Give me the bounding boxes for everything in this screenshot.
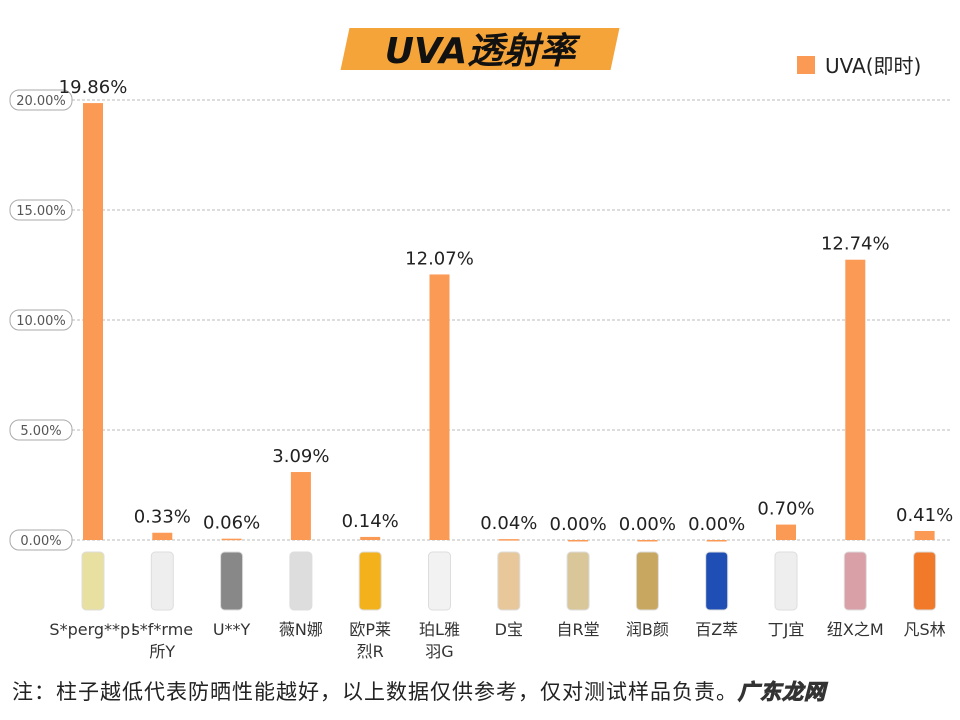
ytick-label: 20.00% — [16, 94, 66, 109]
bar — [914, 530, 935, 540]
legend-swatch — [797, 55, 815, 74]
data-label: 0.00% — [688, 514, 745, 535]
category-label: s*f*rme — [131, 620, 193, 639]
data-label: 19.86% — [59, 77, 128, 98]
bar — [152, 532, 173, 540]
category-label: 自R堂 — [557, 620, 600, 639]
bar — [498, 539, 519, 541]
data-label: 0.00% — [550, 514, 607, 535]
bar — [290, 472, 311, 540]
bar — [776, 524, 796, 540]
data-label: 12.74% — [821, 234, 890, 255]
bar — [360, 536, 381, 540]
chart-title: UVA透射率 — [384, 31, 576, 72]
product-image — [635, 551, 659, 611]
bar — [845, 259, 866, 540]
data-label: 3.09% — [272, 446, 329, 467]
bar — [221, 538, 242, 541]
product-image — [497, 551, 521, 611]
product-image — [566, 551, 590, 611]
ytick-box — [9, 199, 73, 221]
data-label: 0.04% — [480, 513, 537, 534]
legend-label: UVA(即时) — [825, 54, 922, 78]
ytick-label: 15.00% — [16, 204, 66, 219]
product-image — [358, 551, 382, 611]
ytick-label: 10.00% — [16, 314, 66, 329]
bar — [429, 274, 450, 540]
category-label: 薇N娜 — [279, 620, 323, 639]
bar — [568, 540, 589, 542]
category-label: 百Z萃 — [695, 620, 738, 639]
product-image — [913, 551, 937, 611]
data-label: 0.41% — [896, 505, 953, 526]
data-label: 0.06% — [203, 513, 260, 534]
ytick-box — [9, 529, 73, 551]
category-label: D宝 — [495, 620, 523, 639]
bar — [637, 540, 658, 542]
category-label: 凡S林 — [904, 620, 946, 639]
category-label: 珀L雅 — [419, 620, 460, 639]
watermark-logo: 广东龙网 — [738, 680, 826, 705]
footnote: 注：柱子越低代表防晒性能越好，以上数据仅供参考，仅对测试样品负责。广东龙网 — [12, 676, 826, 706]
category-label: S*perg**p! — [49, 620, 136, 639]
product-image — [705, 551, 729, 611]
category-label: U**Y — [213, 620, 251, 639]
category-label: 羽G — [425, 642, 453, 661]
data-label: 0.14% — [342, 511, 399, 532]
category-label: 润B颜 — [626, 620, 669, 639]
product-image — [150, 551, 174, 611]
product-image — [774, 551, 798, 611]
product-image — [220, 551, 244, 611]
product-image — [81, 551, 105, 611]
product-image — [289, 551, 313, 611]
ytick-box — [9, 309, 73, 331]
ytick-box — [9, 419, 73, 441]
ytick-label: 0.00% — [20, 534, 61, 549]
product-image — [843, 551, 867, 611]
product-image — [428, 551, 451, 611]
category-label: 欧P莱 — [349, 620, 391, 639]
data-label: 12.07% — [405, 248, 474, 269]
ytick-box — [9, 89, 73, 111]
category-label: 纽X之M — [827, 620, 884, 639]
data-label: 0.33% — [134, 507, 191, 528]
legend: UVA(即时) — [797, 50, 921, 79]
category-label: 丁J宜 — [768, 620, 805, 639]
data-label: 0.70% — [757, 499, 814, 520]
ytick-label: 5.00% — [20, 424, 61, 439]
bar — [83, 103, 103, 540]
note-text: 注：柱子越低代表防晒性能越好，以上数据仅供参考，仅对测试样品负责。 — [12, 680, 738, 704]
category-label: 所Y — [149, 642, 175, 661]
category-label: 烈R — [357, 642, 384, 661]
data-label: 0.00% — [619, 514, 676, 535]
bar — [706, 540, 727, 542]
